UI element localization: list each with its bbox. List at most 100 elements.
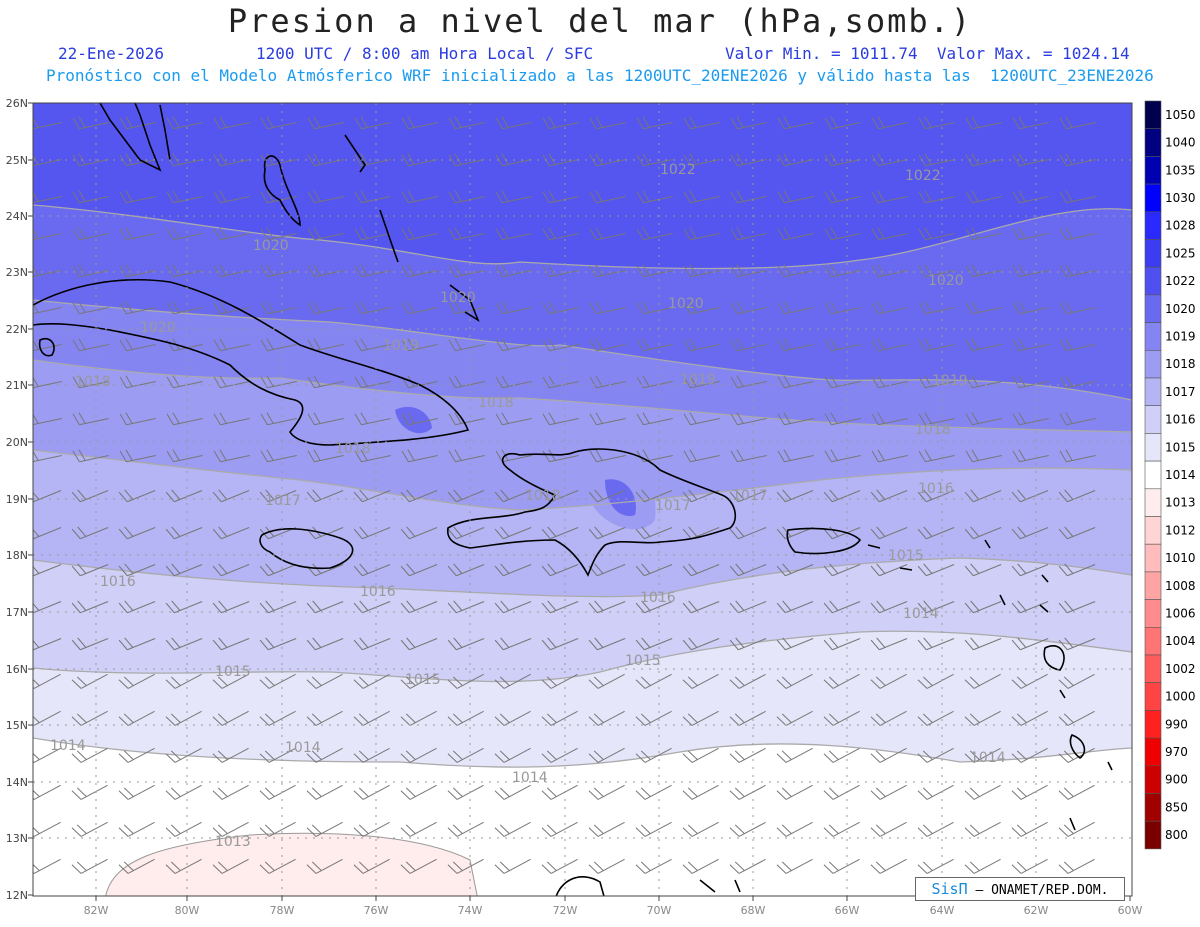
wind-barb	[730, 375, 767, 389]
wind-barb	[447, 637, 485, 651]
isobar-label: 1020	[668, 296, 704, 312]
wind-barb	[259, 563, 297, 577]
wind-barb	[870, 526, 908, 540]
wind-barb	[824, 301, 861, 315]
wind-barb	[589, 190, 626, 204]
wind-barb	[776, 563, 814, 577]
colorbar-swatch	[1144, 433, 1162, 462]
virgin-islands	[867, 539, 991, 571]
wind-barb	[542, 264, 579, 278]
colorbar-label: 1040	[1165, 136, 1196, 150]
isobar-label: 1022	[660, 162, 696, 178]
wind-barb	[683, 153, 720, 167]
colorbar-label: 1012	[1165, 523, 1196, 537]
wind-barb	[823, 600, 861, 614]
isobar-label: 1016	[360, 584, 396, 600]
wind-barb	[166, 301, 203, 315]
credit-box: SisΠ – ONAMET/REP.DOM.	[915, 877, 1125, 901]
wind-barb	[824, 264, 861, 278]
min-max-values: Valor Min. = 1011.74 Valor Max. = 1024.1…	[725, 44, 1130, 63]
wind-barb	[965, 338, 1002, 352]
wind-barb	[682, 563, 720, 577]
colorbar-swatch	[1144, 682, 1162, 711]
wind-barb	[1011, 747, 1048, 763]
wind-barb	[119, 116, 156, 130]
colorbar-swatch	[1144, 516, 1162, 545]
wind-barb	[353, 637, 391, 651]
colorbar-swatch	[1144, 599, 1162, 628]
wind-barb	[213, 116, 250, 130]
wind-barb	[589, 116, 626, 130]
wind-barb	[165, 784, 202, 800]
colorbar-swatch	[1144, 793, 1162, 822]
hispaniola	[446, 448, 737, 577]
colorbar: 1050 1040 1035 1030 1028 1025 1022 1020 1019 1018…	[1144, 100, 1196, 850]
colorbar-label: 1018	[1165, 357, 1196, 371]
wind-barb	[917, 600, 955, 614]
wind-barb	[1058, 489, 1096, 503]
wind-barb	[353, 526, 391, 540]
wind-barb	[683, 412, 720, 426]
wind-barb	[682, 747, 719, 763]
bahamas-acklins	[449, 284, 480, 322]
colorbar-label: 1014	[1165, 468, 1196, 482]
wind-barb	[400, 563, 438, 577]
wind-barb	[495, 264, 532, 278]
wind-barb	[589, 412, 626, 426]
isobar-label: 1013	[215, 834, 251, 850]
colorbar-swatch	[1144, 100, 1162, 130]
colorbar-label: 1002	[1165, 662, 1196, 676]
wind-barb	[871, 153, 908, 167]
wind-barb	[541, 821, 578, 837]
lat-label: 14N	[6, 776, 28, 789]
wind-barb	[541, 747, 578, 763]
wind-barb	[212, 637, 250, 651]
wind-barb	[354, 449, 391, 463]
wind-barb	[353, 821, 390, 837]
wind-barb	[166, 264, 203, 278]
wind-barb	[33, 264, 62, 278]
wind-barb	[1012, 153, 1049, 167]
wind-barb	[494, 747, 531, 763]
wind-barb	[588, 784, 625, 800]
wind-barb	[730, 190, 767, 204]
wind-barb	[682, 821, 719, 837]
colorbar-swatch	[1144, 183, 1162, 213]
wind-barb	[354, 412, 391, 426]
wind-barb	[260, 116, 297, 130]
lat-label: 17N	[6, 606, 28, 619]
wind-barb	[118, 489, 156, 503]
wind-barb	[965, 227, 1002, 241]
wind-barb	[306, 637, 344, 651]
colorbar-label: 1028	[1165, 219, 1196, 233]
wind-barb	[494, 600, 532, 614]
colorbar-label: 1025	[1165, 246, 1196, 260]
wind-barb	[72, 227, 109, 241]
wind-barb	[166, 227, 203, 241]
wind-barb	[918, 338, 955, 352]
colorbar-label: 1019	[1165, 329, 1196, 343]
isobar-label: 1018	[335, 441, 371, 457]
wind-barb	[212, 673, 249, 689]
wind-barb	[1012, 301, 1049, 315]
wind-barb	[635, 600, 673, 614]
wind-barb	[729, 600, 767, 614]
wind-barb	[917, 710, 954, 726]
wind-barb	[776, 489, 814, 503]
wind-barb	[917, 563, 955, 577]
wind-barb	[71, 489, 109, 503]
wind-barb	[260, 153, 297, 167]
wind-barb	[212, 563, 250, 577]
wind-barb	[119, 190, 156, 204]
wind-barb	[354, 301, 391, 315]
wind-barb	[33, 784, 61, 800]
wind-barb	[682, 526, 720, 540]
wind-barb	[119, 412, 156, 426]
wind-barb	[72, 301, 109, 315]
pressure-shading	[33, 103, 1132, 896]
wind-barb	[823, 858, 860, 874]
wind-barb	[119, 264, 156, 278]
wind-barb	[823, 637, 861, 651]
wind-barb	[918, 227, 955, 241]
wind-barb	[1059, 227, 1096, 241]
